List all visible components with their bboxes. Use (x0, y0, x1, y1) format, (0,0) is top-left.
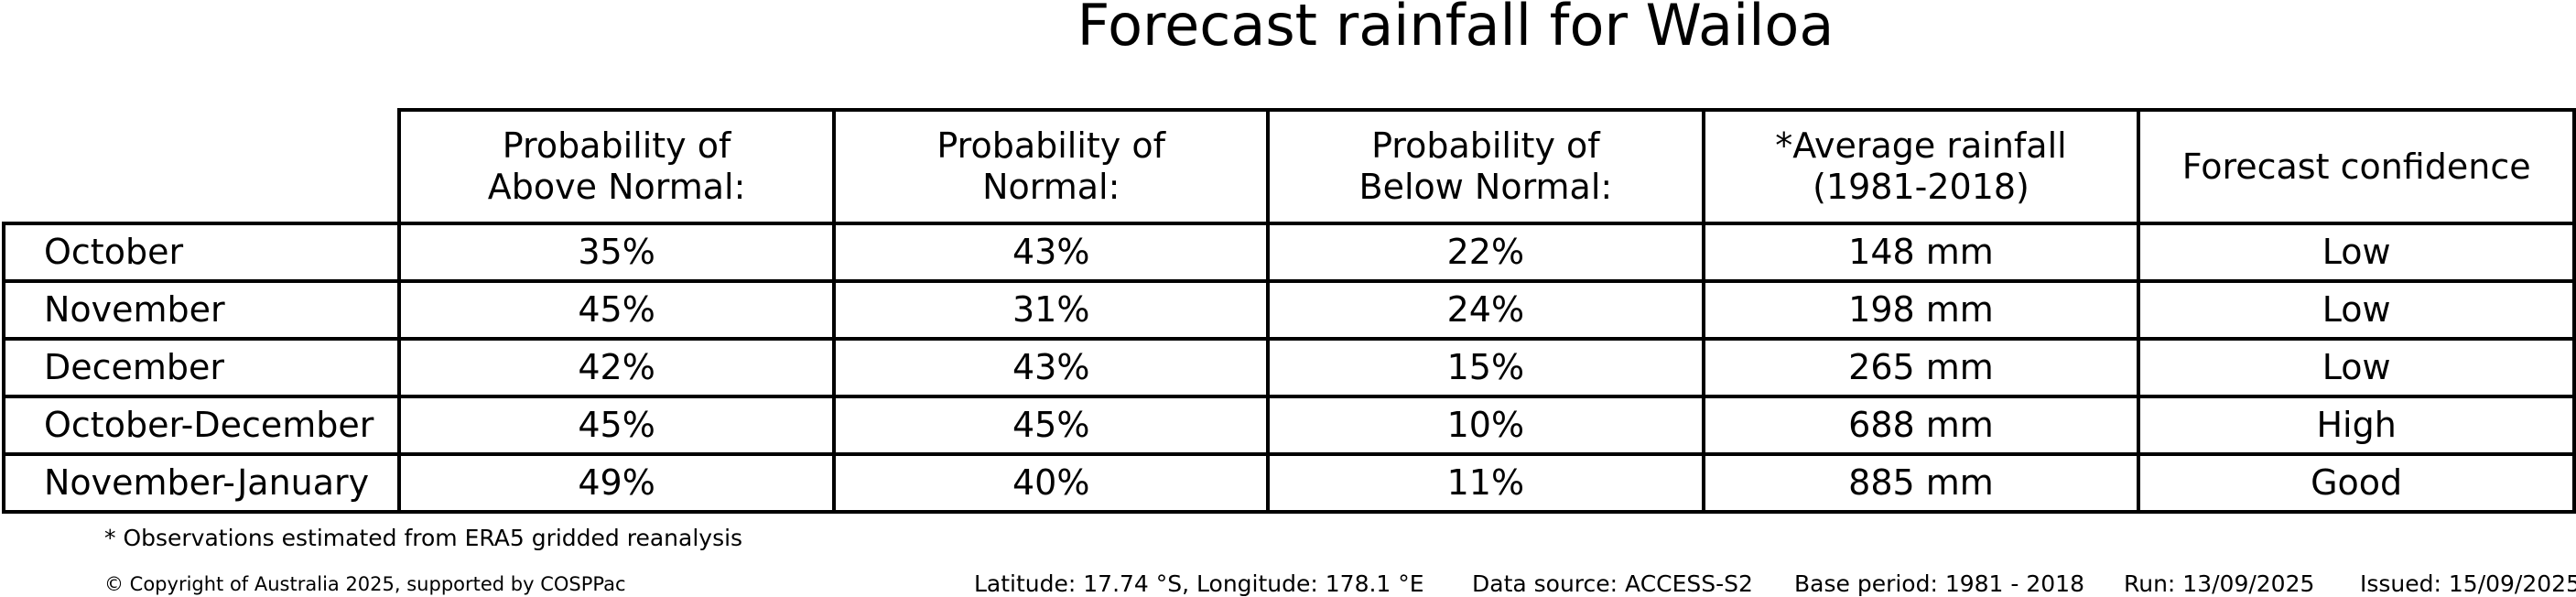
header-below-normal-line2: Below Normal: (1358, 167, 1613, 207)
header-average-rainfall-line2: (1981-2018) (1813, 167, 2029, 207)
footnote: * Observations estimated from ERA5 gridd… (104, 525, 743, 551)
period-cell: November-January (2, 452, 401, 514)
period-cell: October-December (2, 395, 401, 456)
period-cell: December (2, 337, 401, 398)
header-average-rainfall: *Average rainfall (1981-2018) (1701, 108, 2141, 225)
header-above-normal-line2: Above Normal: (487, 167, 746, 207)
header-forecast-confidence-label: Forecast confidence (2181, 146, 2531, 187)
below-normal-cell: 22% (1266, 222, 1705, 283)
average-rainfall-cell: 265 mm (1701, 337, 2141, 398)
header-normal: Probability of Normal: (832, 108, 1271, 225)
table-row: November 45% 31% 24% 198 mm Low (2, 279, 2576, 341)
data-source: Data source: ACCESS-S2 (1472, 570, 1753, 597)
base-period: Base period: 1981 - 2018 (1794, 570, 2084, 597)
location-coordinates: Latitude: 17.74 °S, Longitude: 178.1 °E (974, 570, 1424, 597)
header-below-normal-line1: Probability of (1371, 125, 1600, 167)
above-normal-cell: 35% (396, 222, 837, 283)
below-normal-cell: 15% (1266, 337, 1705, 398)
normal-cell: 43% (832, 337, 1271, 398)
below-normal-cell: 10% (1266, 395, 1705, 456)
table-row: October-December 45% 45% 10% 688 mm High (2, 395, 2576, 456)
normal-cell: 45% (832, 395, 1271, 456)
confidence-cell: Low (2137, 222, 2576, 283)
header-normal-line1: Probability of (936, 125, 1166, 167)
below-normal-cell: 11% (1266, 452, 1705, 514)
above-normal-cell: 49% (396, 452, 837, 514)
average-rainfall-cell: 688 mm (1701, 395, 2141, 456)
above-normal-cell: 42% (396, 337, 837, 398)
header-corner-cell (4, 110, 401, 225)
confidence-cell: Good (2137, 452, 2576, 514)
header-average-rainfall-line1: *Average rainfall (1775, 125, 2067, 167)
chart-title: Forecast rainfall for Wailoa (1077, 0, 1835, 59)
above-normal-cell: 45% (396, 395, 837, 456)
copyright-notice: © Copyright of Australia 2025, supported… (104, 573, 626, 595)
normal-cell: 40% (832, 452, 1271, 514)
average-rainfall-cell: 198 mm (1701, 279, 2141, 341)
period-cell: November (2, 279, 401, 341)
average-rainfall-cell: 148 mm (1701, 222, 2141, 283)
forecast-table: Probability of Above Normal: Probability … (2, 108, 2576, 514)
issued-date: Issued: 15/09/2025 (2360, 570, 2576, 597)
confidence-cell: Low (2137, 279, 2576, 341)
table-row: December 42% 43% 15% 265 mm Low (2, 337, 2576, 398)
confidence-cell: High (2137, 395, 2576, 456)
run-date: Run: 13/09/2025 (2124, 570, 2315, 597)
normal-cell: 43% (832, 222, 1271, 283)
table-row: November-January 49% 40% 11% 885 mm Good (2, 452, 2576, 514)
period-cell: October (2, 222, 401, 283)
above-normal-cell: 45% (396, 279, 837, 341)
header-normal-line2: Normal: (982, 167, 1120, 207)
header-row: Probability of Above Normal: Probability … (4, 108, 2576, 225)
average-rainfall-cell: 885 mm (1701, 452, 2141, 514)
header-below-normal: Probability of Below Normal: (1266, 108, 1705, 225)
table-row: October 35% 43% 22% 148 mm Low (2, 222, 2576, 283)
header-above-normal: Probability of Above Normal: (396, 108, 837, 225)
header-forecast-confidence: Forecast confidence (2137, 108, 2576, 225)
header-above-normal-line1: Probability of (502, 125, 731, 167)
confidence-cell: Low (2137, 337, 2576, 398)
below-normal-cell: 24% (1266, 279, 1705, 341)
normal-cell: 31% (832, 279, 1271, 341)
